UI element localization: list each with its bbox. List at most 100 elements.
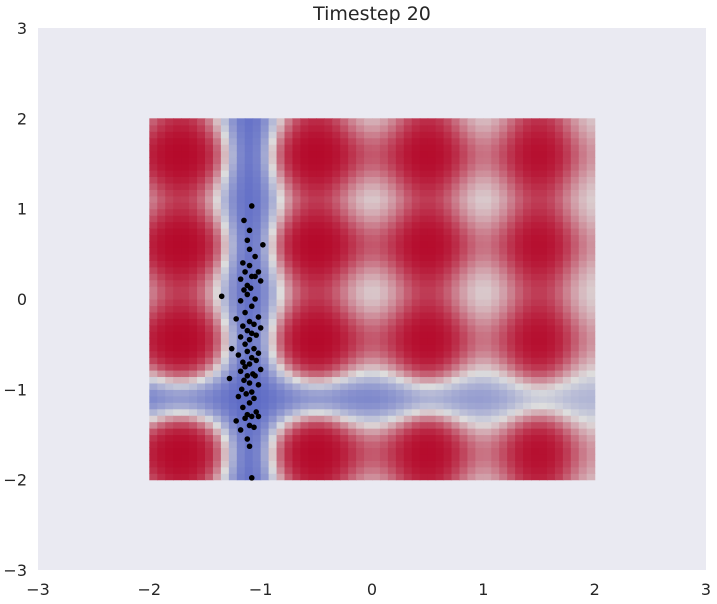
heatmap-cell (554, 124, 564, 132)
heatmap-cell (531, 402, 540, 410)
heatmap-cell (443, 395, 453, 403)
heatmap-cell (459, 363, 469, 371)
heatmap-cell (197, 150, 206, 158)
heatmap-cell (387, 408, 397, 416)
heatmap-cell (395, 202, 405, 210)
heatmap-cell (546, 169, 556, 177)
heatmap-cell (268, 453, 278, 461)
heatmap-cell (539, 163, 548, 171)
heatmap-cell (284, 169, 294, 177)
heatmap-cell (348, 137, 357, 145)
heatmap-cell (451, 299, 461, 307)
heatmap-cell (316, 453, 325, 461)
heatmap-cell (181, 273, 190, 281)
heatmap-cell (276, 215, 286, 223)
heatmap-cell (236, 382, 246, 390)
heatmap-cell (284, 195, 294, 203)
heatmap-cell (435, 195, 445, 203)
heatmap-cell (435, 169, 445, 177)
heatmap-cell (499, 382, 508, 390)
heatmap-cell (459, 408, 469, 416)
heatmap-cell (554, 202, 564, 210)
heatmap-cell (268, 228, 278, 236)
heatmap-cell (419, 234, 429, 242)
heatmap-cell (181, 247, 190, 255)
heatmap-cell (149, 331, 158, 339)
heatmap-cell (212, 369, 222, 378)
heatmap-cell (475, 131, 484, 139)
heatmap-cell (395, 208, 405, 216)
heatmap-cell (356, 176, 365, 184)
heatmap-cell (419, 473, 429, 481)
heatmap-cell (411, 395, 421, 403)
heatmap-cell (531, 318, 540, 326)
heatmap-cell (491, 260, 500, 268)
heatmap-cell (491, 144, 500, 152)
heatmap-cell (348, 189, 357, 197)
heatmap-cell (212, 440, 222, 448)
heatmap-cell (554, 440, 564, 448)
heatmap-cell (499, 202, 508, 210)
heatmap-cell (252, 176, 262, 184)
scatter-point (246, 227, 253, 234)
heatmap-cell (586, 440, 596, 448)
heatmap-cell (244, 208, 254, 216)
heatmap-cell (157, 311, 166, 319)
heatmap-cell (459, 337, 469, 345)
heatmap-cell (356, 318, 365, 326)
heatmap-cell (284, 118, 294, 126)
heatmap-cell (507, 228, 516, 236)
heatmap-cell (181, 292, 190, 300)
heatmap-cell (340, 447, 349, 455)
heatmap-cell (252, 447, 262, 455)
heatmap-cell (332, 176, 341, 184)
heatmap-cell (268, 331, 278, 339)
heatmap-cell (531, 279, 540, 287)
heatmap-cell (475, 402, 484, 410)
heatmap-cell (340, 350, 349, 358)
heatmap-cell (379, 299, 389, 307)
heatmap-cell (475, 234, 484, 242)
heatmap-cell (189, 369, 198, 378)
heatmap-cell (443, 182, 453, 190)
heatmap-cell (316, 118, 325, 126)
heatmap-cell (189, 434, 198, 442)
heatmap-cell (316, 247, 325, 255)
heatmap-cell (189, 382, 198, 390)
heatmap-cell (554, 389, 564, 397)
heatmap-cell (165, 376, 174, 384)
scatter-point (257, 366, 264, 373)
heatmap-cell (340, 466, 349, 474)
heatmap-cell (515, 460, 524, 468)
heatmap-cell (316, 299, 325, 307)
heatmap-cell (515, 415, 524, 423)
heatmap-cell (499, 460, 508, 468)
heatmap-cell (364, 195, 373, 203)
heatmap-cell (364, 221, 373, 229)
heatmap-cell (578, 453, 588, 461)
heatmap-cell (507, 389, 516, 397)
heatmap-cell (205, 395, 214, 403)
heatmap-cell (395, 363, 405, 371)
scatter-point (248, 354, 255, 361)
scatter-point (233, 418, 239, 424)
heatmap-cell (379, 357, 389, 365)
heatmap-cell (197, 137, 206, 145)
heatmap-cell (531, 331, 540, 339)
heatmap-cell (467, 311, 476, 319)
heatmap-cell (483, 273, 492, 281)
heatmap-cell (189, 266, 198, 274)
heatmap-cell (372, 247, 381, 255)
heatmap-cell (379, 363, 389, 371)
heatmap-cell (546, 208, 556, 216)
heatmap-cell (443, 344, 453, 352)
heatmap-cell (523, 182, 532, 190)
heatmap-cell (157, 382, 166, 390)
heatmap-cell (173, 234, 182, 242)
heatmap-cell (228, 240, 238, 248)
heatmap-cell (459, 415, 469, 423)
heatmap-cell (364, 363, 373, 371)
scatter-point (242, 363, 248, 370)
heatmap-cell (554, 466, 564, 474)
heatmap-cell (149, 260, 158, 268)
